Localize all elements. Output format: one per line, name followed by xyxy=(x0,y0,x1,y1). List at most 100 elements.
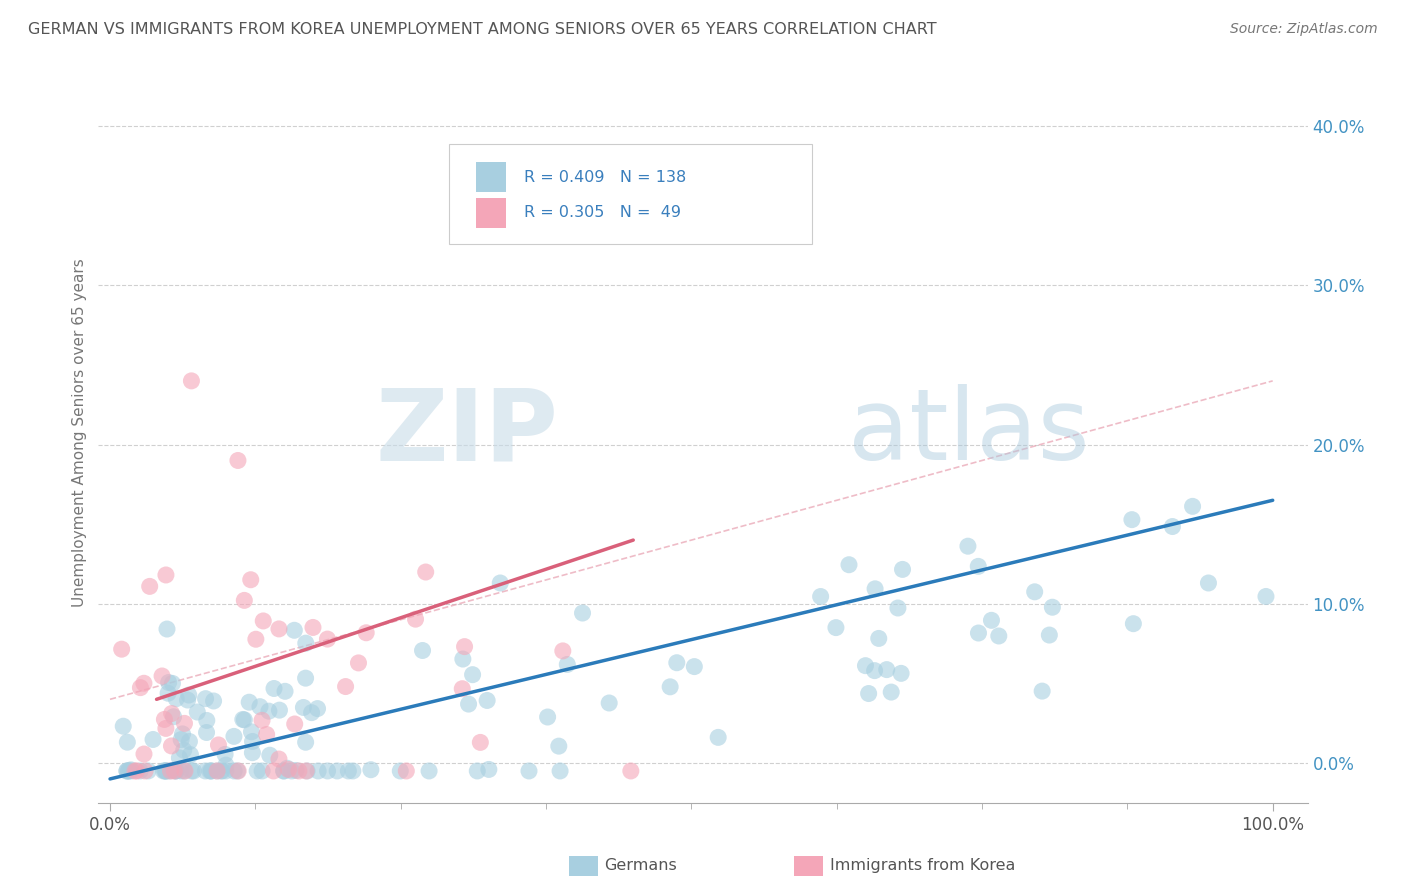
Point xyxy=(180,764,202,778)
Point xyxy=(194,764,217,778)
Point xyxy=(263,764,285,778)
Point xyxy=(1038,628,1060,642)
Point xyxy=(207,738,229,752)
Point xyxy=(858,686,880,700)
Point xyxy=(342,764,364,778)
Point xyxy=(980,613,1002,627)
Point xyxy=(536,710,558,724)
Point xyxy=(307,764,329,778)
Point xyxy=(855,658,877,673)
Point xyxy=(194,691,217,706)
Text: Germans: Germans xyxy=(605,858,678,872)
Point xyxy=(165,764,187,778)
Point xyxy=(157,675,180,690)
Point xyxy=(205,764,228,778)
Y-axis label: Unemployment Among Seniors over 65 years: Unemployment Among Seniors over 65 years xyxy=(72,259,87,607)
Point xyxy=(215,764,238,778)
Point xyxy=(173,716,195,731)
Point xyxy=(294,671,316,685)
Point xyxy=(465,764,488,778)
Point xyxy=(115,764,138,778)
Point xyxy=(226,764,249,778)
Point xyxy=(249,699,271,714)
Point xyxy=(124,764,146,778)
Point xyxy=(1121,513,1143,527)
Point xyxy=(120,763,142,777)
Point xyxy=(347,656,370,670)
Point xyxy=(551,644,574,658)
Point xyxy=(470,735,492,749)
Bar xyxy=(475,198,506,227)
Point xyxy=(1254,590,1277,604)
Text: atlas: atlas xyxy=(848,384,1090,481)
Point xyxy=(153,713,176,727)
Point xyxy=(405,612,427,626)
Point xyxy=(155,764,177,778)
Point xyxy=(1181,500,1204,514)
Point xyxy=(153,764,176,778)
Point xyxy=(335,680,357,694)
Text: Source: ZipAtlas.com: Source: ZipAtlas.com xyxy=(1230,22,1378,37)
Point xyxy=(1122,616,1144,631)
Point xyxy=(880,685,903,699)
Text: GERMAN VS IMMIGRANTS FROM KOREA UNEMPLOYMENT AMONG SENIORS OVER 65 YEARS CORRELA: GERMAN VS IMMIGRANTS FROM KOREA UNEMPLOY… xyxy=(28,22,936,37)
Point xyxy=(294,735,316,749)
Point xyxy=(242,746,264,760)
Point xyxy=(326,764,349,778)
Point xyxy=(142,732,165,747)
Point xyxy=(232,713,254,727)
Point xyxy=(195,714,218,728)
Point xyxy=(1031,684,1053,698)
Point xyxy=(707,731,730,745)
Point xyxy=(273,764,295,778)
Point xyxy=(250,714,273,728)
Point xyxy=(987,629,1010,643)
Point xyxy=(890,666,912,681)
Point xyxy=(395,764,418,778)
Point xyxy=(205,764,228,778)
Point xyxy=(211,764,233,778)
Point xyxy=(389,764,412,778)
Point xyxy=(226,453,249,467)
Point xyxy=(292,700,315,714)
Point xyxy=(162,710,184,724)
Text: ZIP: ZIP xyxy=(375,384,558,481)
Point xyxy=(118,764,141,778)
Point xyxy=(239,573,262,587)
Point xyxy=(263,681,285,696)
Point xyxy=(277,763,299,777)
Point xyxy=(155,568,177,582)
Point xyxy=(195,725,218,739)
Point xyxy=(200,764,222,778)
Point xyxy=(179,734,201,748)
Point xyxy=(238,695,260,709)
Point xyxy=(246,764,269,778)
Point xyxy=(475,693,498,707)
Point xyxy=(863,664,886,678)
Point xyxy=(120,764,142,778)
Point xyxy=(176,693,198,707)
Point xyxy=(156,622,179,636)
Point xyxy=(598,696,620,710)
Point xyxy=(316,764,339,778)
Point xyxy=(252,614,274,628)
Point xyxy=(125,764,148,778)
Point xyxy=(226,764,249,778)
Point xyxy=(257,704,280,718)
Point xyxy=(209,764,232,778)
Point xyxy=(548,764,571,778)
Point xyxy=(620,764,643,778)
Point xyxy=(1198,576,1220,591)
Point xyxy=(152,764,174,778)
Point xyxy=(177,688,200,702)
Text: Immigrants from Korea: Immigrants from Korea xyxy=(830,858,1015,872)
Point xyxy=(810,590,832,604)
Point xyxy=(294,636,316,650)
Point xyxy=(354,625,377,640)
Point xyxy=(1024,584,1046,599)
Bar xyxy=(475,162,506,192)
Point xyxy=(360,763,382,777)
Point xyxy=(174,764,197,778)
Point xyxy=(489,576,512,591)
Point xyxy=(457,697,479,711)
